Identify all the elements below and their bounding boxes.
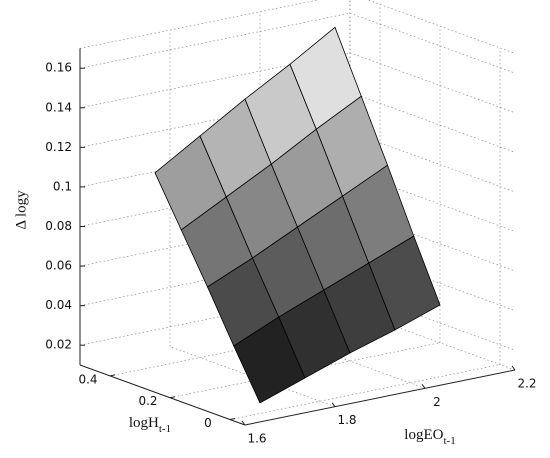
x-tick — [421, 384, 426, 389]
x-tick-label: 1.8 — [337, 413, 356, 427]
x-axis — [244, 369, 516, 426]
z-tick-label: 0.14 — [45, 100, 72, 114]
z-tick-label: 0.16 — [45, 61, 72, 75]
z-tick-label: 0.06 — [45, 259, 72, 273]
surface-cell — [289, 26, 362, 130]
grid-line — [259, 328, 426, 389]
y-tick-label: 0 — [204, 416, 212, 430]
grid-line — [349, 52, 516, 114]
z-tick-label: 0.04 — [45, 298, 72, 312]
grid-line — [367, 0, 516, 54]
z-tick-label: 0.08 — [45, 219, 72, 233]
x-tick-label: 2.2 — [517, 377, 536, 391]
grid-line — [349, 309, 516, 371]
x-tick — [331, 402, 336, 407]
grid-line — [349, 92, 516, 153]
y-axis — [79, 364, 246, 426]
z-tick-label: 0.12 — [45, 140, 72, 154]
y-tick-label: 0.2 — [138, 394, 157, 408]
x-tick — [511, 365, 516, 371]
x-tick-label: 2 — [433, 395, 441, 409]
z-tick-label: 0.02 — [45, 338, 72, 352]
z-axis-label: Δ logy — [13, 190, 29, 230]
z-tick-label: 0.1 — [53, 179, 72, 193]
x-axis-label-main: logEO — [404, 427, 443, 443]
y-axis-label-main: logH — [129, 415, 159, 431]
y-axis-label-sub: t-1 — [159, 423, 171, 435]
grid-line — [79, 0, 320, 49]
grid-line — [169, 346, 336, 407]
x-tick-label: 1.6 — [247, 432, 266, 446]
grid-line — [349, 12, 516, 74]
x-axis-label: logEOt-1 — [404, 427, 455, 446]
x-axis-label-sub: t-1 — [443, 435, 455, 447]
y-tick-label: 0.4 — [78, 372, 97, 386]
y-axis-label: logHt-1 — [129, 415, 171, 434]
